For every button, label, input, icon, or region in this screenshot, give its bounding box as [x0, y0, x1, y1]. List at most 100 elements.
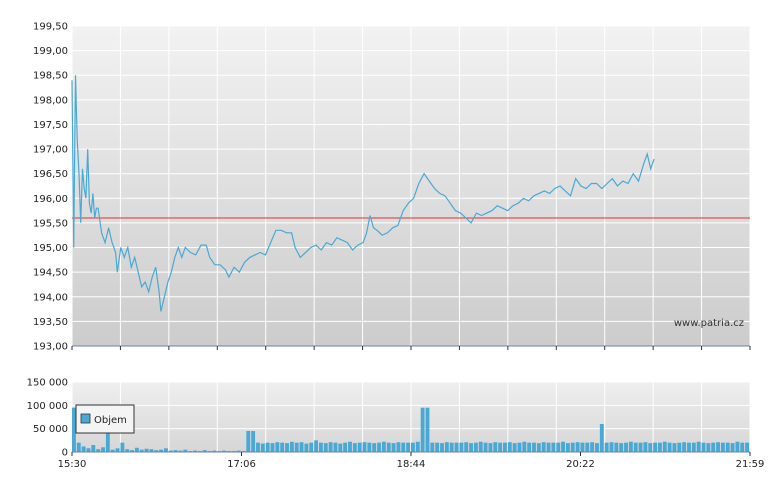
- volume-bar: [638, 442, 643, 452]
- volume-bar: [372, 443, 377, 452]
- volume-bar: [488, 443, 493, 452]
- volume-bar: [125, 449, 130, 452]
- volume-bar: [348, 441, 352, 452]
- volume-bar: [91, 445, 96, 452]
- price-y-tick-label: 193,00: [33, 342, 68, 353]
- volume-y-axis: 0 50 000 100 000 150 000: [27, 378, 68, 459]
- volume-legend: Objem: [75, 404, 135, 434]
- volume-bar: [575, 442, 580, 452]
- volume-bar: [183, 449, 188, 452]
- volume-bar: [570, 442, 575, 452]
- volume-bar: [687, 442, 691, 452]
- price-y-tick-label: 199,00: [33, 46, 68, 57]
- volume-bar: [159, 449, 164, 452]
- volume-bar: [96, 449, 101, 452]
- volume-bar: [81, 446, 86, 452]
- volume-bar: [604, 442, 609, 452]
- volume-bar: [464, 442, 469, 452]
- price-y-tick-label: 196,00: [33, 194, 68, 205]
- volume-bar: [149, 449, 154, 452]
- price-y-tick-label: 194,50: [33, 268, 68, 279]
- price-y-tick-label: 197,50: [33, 120, 68, 131]
- volume-bar: [730, 443, 735, 452]
- volume-bar: [440, 443, 444, 452]
- volume-bar: [653, 442, 658, 452]
- volume-bar: [701, 442, 706, 452]
- volume-bar: [144, 448, 149, 452]
- volume-bar: [449, 442, 454, 452]
- volume-bar: [139, 449, 144, 452]
- volume-bar: [667, 442, 672, 452]
- volume-bar: [536, 443, 541, 452]
- volume-bar: [745, 442, 750, 452]
- volume-bar: [265, 442, 270, 452]
- price-y-tick-label: 194,00: [33, 292, 68, 303]
- volume-bar: [386, 442, 391, 452]
- time-tick-label: 18:44: [397, 459, 426, 470]
- price-y-tick-label: 196,50: [33, 169, 68, 180]
- volume-bar: [101, 447, 105, 452]
- volume-bar: [193, 450, 197, 452]
- volume-bar: [222, 450, 226, 452]
- volume-bar: [289, 441, 294, 452]
- volume-bar: [285, 443, 289, 452]
- volume-bar: [662, 441, 667, 452]
- volume-bar: [338, 443, 343, 452]
- volume-bar: [178, 450, 183, 452]
- price-y-tick-label: 195,00: [33, 243, 68, 254]
- volume-bar: [164, 448, 168, 452]
- volume-bar: [270, 443, 275, 452]
- volume-bar: [556, 442, 561, 452]
- price-y-axis: 193,00 193,50 194,00 194,50 195,00 195,50 196,…: [33, 22, 68, 353]
- volume-bar: [735, 441, 740, 452]
- volume-bar: [716, 442, 720, 452]
- volume-bar: [628, 441, 633, 452]
- volume-bar: [381, 441, 386, 452]
- volume-bar: [725, 442, 730, 452]
- volume-bar: [498, 442, 503, 452]
- volume-bar: [619, 443, 624, 452]
- volume-bar: [154, 450, 159, 452]
- volume-bar: [657, 442, 662, 452]
- volume-bar: [609, 442, 614, 452]
- volume-bar: [110, 449, 115, 452]
- volume-bar: [120, 442, 125, 452]
- volume-bar: [294, 442, 299, 452]
- volume-y-tick-label: 150 000: [27, 378, 68, 389]
- volume-bar: [72, 407, 76, 452]
- volume-bar: [333, 442, 338, 452]
- volume-bar: [377, 442, 381, 452]
- price-y-tick-label: 198,00: [33, 95, 68, 106]
- volume-bar: [527, 442, 532, 452]
- volume-bar: [599, 424, 604, 452]
- volume-bar: [459, 442, 464, 452]
- volume-bar: [648, 443, 653, 452]
- volume-bar: [614, 442, 619, 452]
- volume-bar: [401, 442, 406, 452]
- volume-bar: [280, 442, 285, 452]
- volume-bar: [706, 443, 711, 452]
- price-x-ticks: [71, 346, 751, 350]
- volume-y-tick-label: 0: [62, 448, 68, 459]
- volume-bar: [425, 407, 430, 452]
- volume-bar: [580, 442, 585, 452]
- volume-bar: [246, 431, 251, 452]
- volume-bar: [76, 442, 81, 452]
- volume-bar: [256, 442, 260, 452]
- volume-x-axis: 15:30 17:06 18:44 20:22 21:59: [58, 452, 764, 470]
- volume-bar: [411, 442, 415, 452]
- volume-bar: [720, 442, 725, 452]
- volume-bar: [517, 442, 522, 452]
- volume-bar: [367, 442, 372, 452]
- volume-bar: [260, 443, 265, 452]
- time-tick-label: 20:22: [566, 459, 595, 470]
- volume-bar: [454, 442, 459, 452]
- volume-bar: [323, 443, 328, 452]
- price-y-tick-label: 193,50: [33, 317, 68, 328]
- volume-bar: [590, 442, 595, 452]
- volume-bar: [391, 443, 396, 452]
- volume-bar: [275, 442, 280, 452]
- volume-bar: [420, 407, 425, 452]
